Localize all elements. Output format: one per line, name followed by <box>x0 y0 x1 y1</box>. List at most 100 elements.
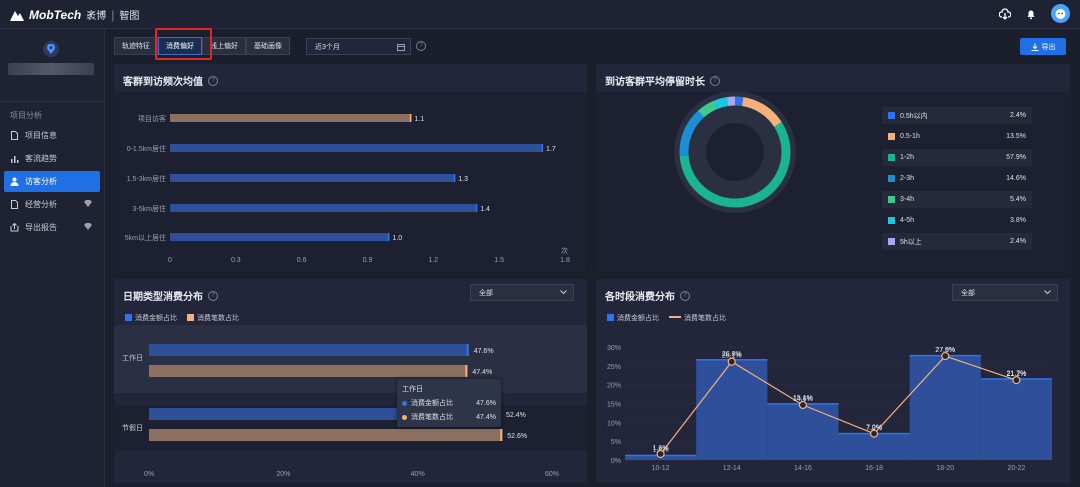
donut-slice <box>726 96 736 107</box>
bar-end-cap <box>475 204 478 212</box>
frequency-bar <box>170 114 412 122</box>
legend-label: 消费笔数占比 <box>197 315 239 322</box>
legend-row: 0.5h以内 2.4% <box>882 107 1032 124</box>
panel-title-text: 各时段消费分布 <box>605 292 675 303</box>
legend-label: 1-2h <box>900 154 915 161</box>
sidebar-item-label: 导出报告 <box>25 223 57 232</box>
x-tick-label: 0% <box>144 471 154 478</box>
sidebar-item-export-report[interactable]: 导出报告 <box>4 217 100 238</box>
bell-icon[interactable] <box>1025 8 1037 20</box>
download-cloud-icon[interactable] <box>999 7 1011 20</box>
x-tick-label: 20-22 <box>1007 465 1025 472</box>
sidebar-section-label: 项目分析 <box>10 111 42 120</box>
tab-basic-profile[interactable]: 基础画像 <box>246 37 290 55</box>
project-name-blurred <box>8 63 94 75</box>
legend-label: 5h以上 <box>900 238 922 246</box>
sidebar-item-label: 经营分析 <box>25 200 57 209</box>
help-icon[interactable]: ? <box>208 75 218 86</box>
group-band <box>114 325 587 393</box>
bar-value-label: 21.7% <box>1006 370 1026 377</box>
x-tick-label: 20% <box>276 471 290 478</box>
sidebar: 项目分析 项目信息 客流趋势 访客分析 经营分析 导出报告 <box>0 29 105 487</box>
user-avatar[interactable] <box>1051 4 1070 23</box>
legend-label: 消费金额占比 <box>135 315 177 322</box>
sidebar-item-project-info[interactable]: 项目信息 <box>4 125 100 146</box>
amount-bar <box>980 378 1052 460</box>
date-type-chart: 工作日 47.6% 47.4% 节假日 52.4% 52.6% 0% 20% 40% 60% <box>114 325 587 478</box>
legend-row: 1-2h 57.9% <box>882 149 1032 166</box>
count-point <box>727 357 736 366</box>
y-tick-label: 15% <box>607 402 621 409</box>
x-tick-label: 0.9 <box>363 257 373 264</box>
top-icons <box>999 4 1070 23</box>
tooltip-label: 消费笔数占比 <box>411 414 453 421</box>
count-point <box>1012 376 1021 385</box>
x-tick-label: 10-12 <box>652 465 670 472</box>
amount-bar <box>767 403 839 460</box>
tab-online-preference[interactable]: 线上偏好 <box>202 37 246 55</box>
bar-value-label: 7.2% <box>866 425 882 432</box>
help-icon[interactable]: ? <box>416 41 426 51</box>
date-range-picker[interactable]: 近3个月 <box>306 38 411 55</box>
frequency-bar <box>170 204 478 212</box>
legend-swatch <box>888 133 895 140</box>
time-slot-chart: 30%25%20%15%10%5%0%1.4%10-1226.8%12-1415… <box>607 345 1052 472</box>
x-tick-label: 0 <box>168 257 172 264</box>
sidebar-item-label: 客流趋势 <box>25 154 57 163</box>
legend-percent: 2.4% <box>1010 112 1026 119</box>
bar-category-label: 3-5km居住 <box>133 204 166 213</box>
bar-end-cap <box>387 233 390 241</box>
y-tick-label: 0% <box>611 458 621 465</box>
bar-value-label: 1.4 <box>480 206 490 213</box>
bar-chart-icon <box>11 156 19 163</box>
line-value-label: 7.0% <box>866 425 882 432</box>
date-type-filter[interactable]: 全部 <box>470 284 574 301</box>
count-line <box>660 355 1017 455</box>
bar-end-cap <box>465 365 468 377</box>
project-avatar <box>43 41 59 57</box>
frequency-bar <box>170 233 390 241</box>
legend-row: 5h以上 2.4% <box>882 233 1032 250</box>
product-name: 智图 <box>119 11 140 22</box>
count-point <box>941 351 950 361</box>
x-tick-label: 16-18 <box>865 465 883 472</box>
export-button[interactable]: 导出 <box>1020 38 1066 55</box>
x-tick-label: 12-14 <box>723 465 741 472</box>
x-tick-label: 0.3 <box>231 257 241 264</box>
bar-value-label: 1.3 <box>458 176 468 183</box>
diamond-icon <box>84 200 92 207</box>
legend-row: 0.5-1h 13.5% <box>882 128 1032 145</box>
logo[interactable]: MobTech 袤博 | 智图 <box>10 7 139 22</box>
visit-frequency-panel: 客群到访频次均值? <box>114 64 587 271</box>
date-range-value: 近3个月 <box>315 43 340 51</box>
bar-end-cap <box>500 429 503 441</box>
tab-trajectory[interactable]: 轨迹特征 <box>114 37 158 55</box>
sidebar-item-visitor-analysis[interactable]: 访客分析 <box>4 171 100 192</box>
y-tick-label: 5% <box>611 439 621 446</box>
sidebar-item-business-analysis[interactable]: 经营分析 <box>4 194 100 215</box>
legend-count: 消费笔数占比 <box>187 313 239 323</box>
time-slot-filter[interactable]: 全部 <box>952 284 1058 301</box>
bar-value-label: 52.6% <box>507 433 527 440</box>
brand-cn: 袤博 <box>86 11 107 22</box>
help-icon[interactable]: ? <box>208 290 218 301</box>
y-tick-label: 30% <box>607 345 621 352</box>
sidebar-item-traffic-trend[interactable]: 客流趋势 <box>4 148 100 169</box>
help-icon[interactable]: ? <box>710 75 720 86</box>
diamond-icon <box>84 223 92 230</box>
legend-swatch <box>888 238 895 245</box>
location-pin-icon <box>47 44 55 54</box>
bar-value-label: 15.1% <box>793 395 813 402</box>
donut-slice <box>734 96 744 107</box>
bar-value-label: 26.8% <box>722 351 742 358</box>
legend-count: 消费笔数占比 <box>669 313 726 323</box>
y-tick-label: 20% <box>607 383 621 390</box>
legend-swatch <box>888 175 895 182</box>
legend-label: 0.5-1h <box>900 133 920 140</box>
help-icon[interactable]: ? <box>680 290 690 301</box>
donut-slice <box>679 110 705 157</box>
legend-swatch <box>888 196 895 203</box>
tab-consumption-preference[interactable]: 消费偏好 <box>158 37 202 55</box>
bar-category-label: 项目访客 <box>138 114 166 123</box>
legend-percent: 2.4% <box>1010 238 1026 245</box>
